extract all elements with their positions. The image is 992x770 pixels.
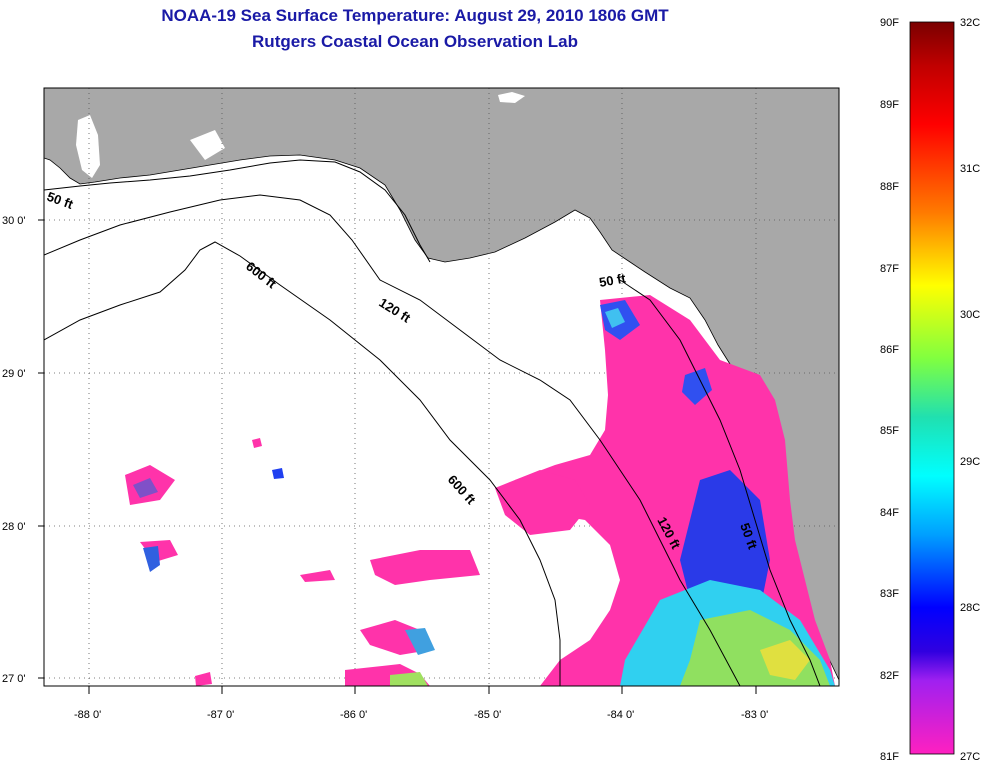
sst-patch-blue-off4 [143,546,160,572]
lon-label-84: -84 0' [607,709,634,721]
lon-label-86: -86 0' [340,709,367,721]
contour-50ft [44,159,431,263]
sst-patch-blue-small [272,468,284,479]
lon-label-83: -83 0' [741,709,768,721]
axis-ticks [38,219,757,694]
sst-patches [125,295,835,686]
lon-label-85: -85 0' [474,709,501,721]
lat-label-28: 28 0' [2,521,26,533]
contour-label-50-mid: 50 ft [598,270,628,290]
sst-patch-cyan-off5 [405,628,435,655]
sst-patch-pink-off1 [370,550,480,585]
sst-patch-blue-mid [682,368,712,405]
sst-patch-cyan-north [605,308,625,328]
lat-label-27: 27 0' [2,673,26,685]
lat-label-29: 29 0' [2,368,26,380]
sst-patch-pink-off4 [140,540,178,562]
lon-label-88: -88 0' [74,709,101,721]
map-subtitle: Rutgers Coastal Ocean Observation Lab [252,32,578,51]
bay-inlet-2 [190,130,225,160]
sst-patch-green-south [390,672,428,686]
lake-spot [498,92,525,103]
contour-120ft [44,194,741,686]
map-title: NOAA-19 Sea Surface Temperature: August … [161,6,669,25]
sst-patch-blue-se [680,470,770,620]
sst-patch-pink-small1 [252,438,262,448]
mobile-bay [76,115,100,178]
lon-label-87: -87 0' [207,709,234,721]
sst-patch-purple-off3 [133,478,158,498]
contour-50ft-east [619,279,821,686]
map-frame-border [43,87,840,687]
sst-patch-yellow [760,640,810,680]
sst-patch-pink-off2 [300,570,335,582]
contour-600ft [44,241,561,686]
sst-patch-pink-off5 [360,620,430,655]
depth-contours [44,159,821,686]
sst-patch-pink-small2 [195,672,212,686]
lat-label-30: 30 0' [2,215,26,227]
